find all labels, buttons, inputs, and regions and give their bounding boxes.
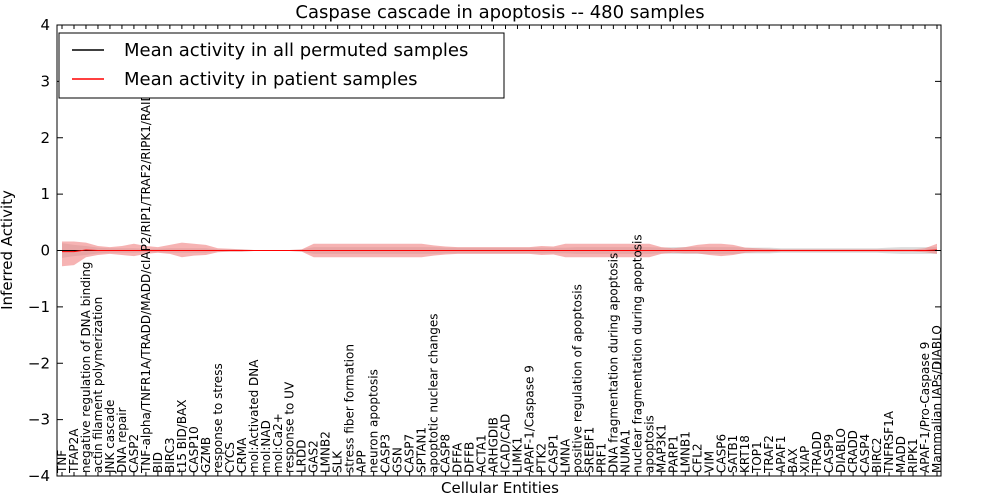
category-label: CASP3 [379, 434, 393, 473]
category-label: TRADD [810, 431, 824, 474]
category-label: SPTAN1 [415, 427, 429, 473]
category-label: CASP8 [439, 434, 453, 473]
category-label: LMNA [558, 438, 572, 473]
category-label: CASP1 [546, 434, 560, 473]
category-label: actin filament polymerization [91, 297, 105, 473]
category-label: PRF1 [594, 443, 608, 473]
category-label: PARP1 [666, 435, 680, 473]
legend-box [58, 32, 505, 99]
category-label: NUMA1 [618, 429, 632, 473]
y-tick-label: 2 [40, 129, 50, 147]
y-tick-label: −3 [28, 411, 50, 429]
category-label: TFAP2A [67, 428, 81, 474]
category-label: DFFB [463, 442, 477, 473]
category-label: BIRC3 [163, 437, 177, 473]
chart-title: Caspase cascade in apoptosis -- 480 samp… [295, 2, 704, 23]
category-label: MADD [894, 436, 908, 473]
x-axis-label: Cellular Entities [441, 479, 559, 497]
category-label: CASP4 [858, 434, 872, 473]
category-label: apoptosis [642, 415, 656, 473]
y-tick-label: −2 [28, 354, 50, 372]
legend: Mean activity in all permuted samples Me… [58, 32, 505, 99]
category-label: mol:NAD [259, 420, 273, 473]
legend-label-patient: Mean activity in patient samples [124, 69, 418, 90]
category-label: SREBF1 [582, 427, 596, 473]
y-tick-label: −4 [28, 467, 50, 485]
category-label: DNA fragmentation during apoptosis [606, 253, 620, 473]
category-label: APAF-1/Caspase 9 [522, 365, 536, 473]
category-label: LMNB2 [319, 431, 333, 473]
category-label: JNK cascade [103, 400, 117, 474]
category-label: positive regulation of apoptosis [570, 284, 584, 473]
category-label: ACTA1 [475, 434, 489, 473]
category-label: SATB1 [726, 435, 740, 473]
category-label: mol:Ca2+ [271, 413, 285, 473]
category-label: ARHGDIB [487, 417, 501, 473]
axes: −4 −3 −2 −1 0 1 2 3 4 [28, 16, 942, 485]
category-label: SLK [331, 450, 345, 473]
category-label: LIMK1 [510, 437, 524, 473]
y-tick-label: 0 [40, 242, 50, 260]
category-label: DNA repair [115, 407, 129, 473]
patient-mean-line [62, 249, 938, 253]
category-label: LRDD [295, 439, 309, 473]
category-label: CASP2 [127, 434, 141, 473]
plot-area [62, 241, 938, 267]
category-label: CASP9 [822, 434, 836, 473]
category-label: DIABLO [834, 428, 848, 473]
category-label: CASP10 [187, 426, 201, 473]
category-label: TRAF2 [762, 435, 776, 474]
category-label: APAF1 [774, 436, 788, 473]
category-label: TNF [55, 450, 69, 474]
category-label: t15 BID/BAX [175, 399, 189, 473]
y-tick-label: 4 [40, 16, 50, 34]
y-tick-label: −1 [28, 298, 50, 316]
y-axis-label: Inferred Activity [0, 190, 16, 310]
category-label: MAP3K1 [654, 424, 668, 473]
category-label: ICAD/CAD [498, 414, 512, 473]
category-label: TNFRSF1A [882, 410, 896, 474]
category-label: neuron apoptosis [367, 369, 381, 473]
category-label: APP [355, 450, 369, 473]
y-tick-label: 1 [40, 185, 50, 203]
category-label: RIPK1 [906, 438, 920, 473]
category-label: stress fiber formation [343, 344, 357, 473]
category-label: TOP1 [750, 441, 764, 474]
y-tick-label: 3 [40, 72, 50, 90]
category-label: APAF-1/Pro-Caspase 9 [918, 342, 932, 473]
category-label: PTK2 [534, 443, 548, 473]
category-label: response to UV [283, 381, 297, 473]
category-label: LMNB1 [678, 431, 692, 473]
patient-band [62, 241, 937, 267]
category-label: CRADD [846, 430, 860, 473]
category-label: response to stress [211, 363, 225, 473]
category-label: TNF-alpha/TNFR1A/TRADD/MADD/cIAP2/RIP1/T… [139, 83, 153, 474]
category-label: apoptotic nuclear changes [427, 314, 441, 473]
category-label: XIAP [798, 446, 812, 473]
category-label: GAS2 [307, 440, 321, 473]
legend-label-permuted: Mean activity in all permuted samples [124, 40, 468, 61]
category-label: VIM [702, 451, 716, 473]
category-label: KRT18 [738, 435, 752, 473]
category-label: CYCS [223, 442, 237, 473]
category-label: DFFA [451, 442, 465, 473]
category-label: CASP6 [714, 434, 728, 473]
category-label: BAX [786, 448, 800, 473]
category-label: nuclear fragmentation during apoptosis [630, 234, 644, 473]
category-label: negative regulation of DNA binding [79, 262, 93, 473]
category-label: CASP7 [403, 434, 417, 473]
category-label: CRMA [235, 437, 249, 473]
category-label: GZMB [199, 437, 213, 473]
category-label: BIRC2 [870, 437, 884, 473]
category-label: BID [151, 452, 165, 473]
category-label: mol:Activated DNA [247, 359, 261, 473]
category-label: CFL2 [690, 443, 704, 473]
category-label: Mammalian IAPs/DIABLO [930, 325, 944, 473]
category-label: GSN [391, 447, 405, 473]
